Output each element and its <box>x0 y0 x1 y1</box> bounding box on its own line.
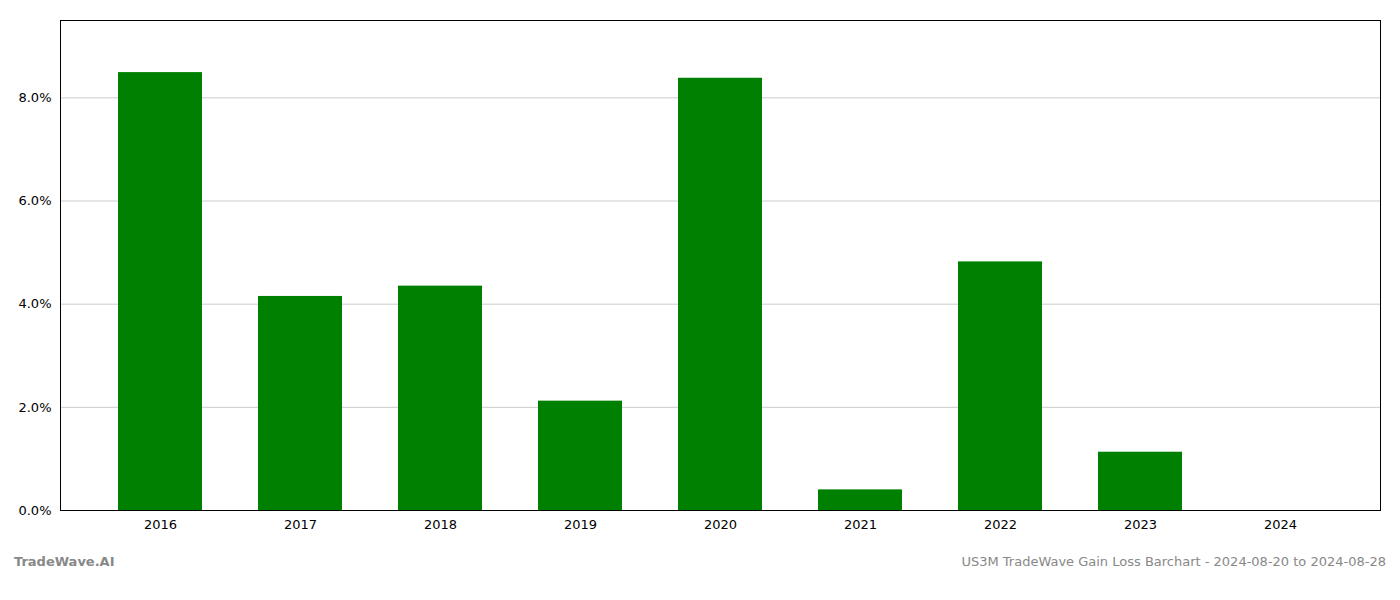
svg-text:2018: 2018 <box>424 517 457 532</box>
svg-text:2020: 2020 <box>704 517 737 532</box>
svg-text:6.0%: 6.0% <box>18 193 51 208</box>
html-text:TradeWave.AI: TradeWave.AI <box>14 554 115 569</box>
svg-text:0.0%: 0.0% <box>18 503 51 518</box>
svg-text:2017: 2017 <box>284 517 317 532</box>
html-text:US3M TradeWave Gain Loss Barch: US3M TradeWave Gain Loss Barchart - 2024… <box>961 554 1386 569</box>
svg-text:4.0%: 4.0% <box>18 296 51 311</box>
svg-text:2024: 2024 <box>1264 517 1297 532</box>
svg-text:2019: 2019 <box>564 517 597 532</box>
svg-text:2023: 2023 <box>1124 517 1157 532</box>
svg-text:2021: 2021 <box>844 517 877 532</box>
svg-text:2.0%: 2.0% <box>18 400 51 415</box>
svg-text:8.0%: 8.0% <box>18 90 51 105</box>
svg-text:2016: 2016 <box>144 517 177 532</box>
svg-text:2022: 2022 <box>984 517 1017 532</box>
